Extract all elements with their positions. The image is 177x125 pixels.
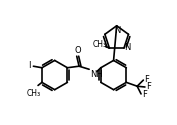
Text: N: N xyxy=(124,43,131,52)
Text: I: I xyxy=(28,61,31,70)
Text: F: F xyxy=(142,90,147,99)
Text: CH₃: CH₃ xyxy=(92,40,106,49)
Text: NH: NH xyxy=(90,70,103,80)
Text: N: N xyxy=(114,26,120,35)
Text: F: F xyxy=(146,82,151,92)
Text: F: F xyxy=(144,75,149,84)
Text: CH₃: CH₃ xyxy=(27,89,41,98)
Text: O: O xyxy=(74,46,81,55)
